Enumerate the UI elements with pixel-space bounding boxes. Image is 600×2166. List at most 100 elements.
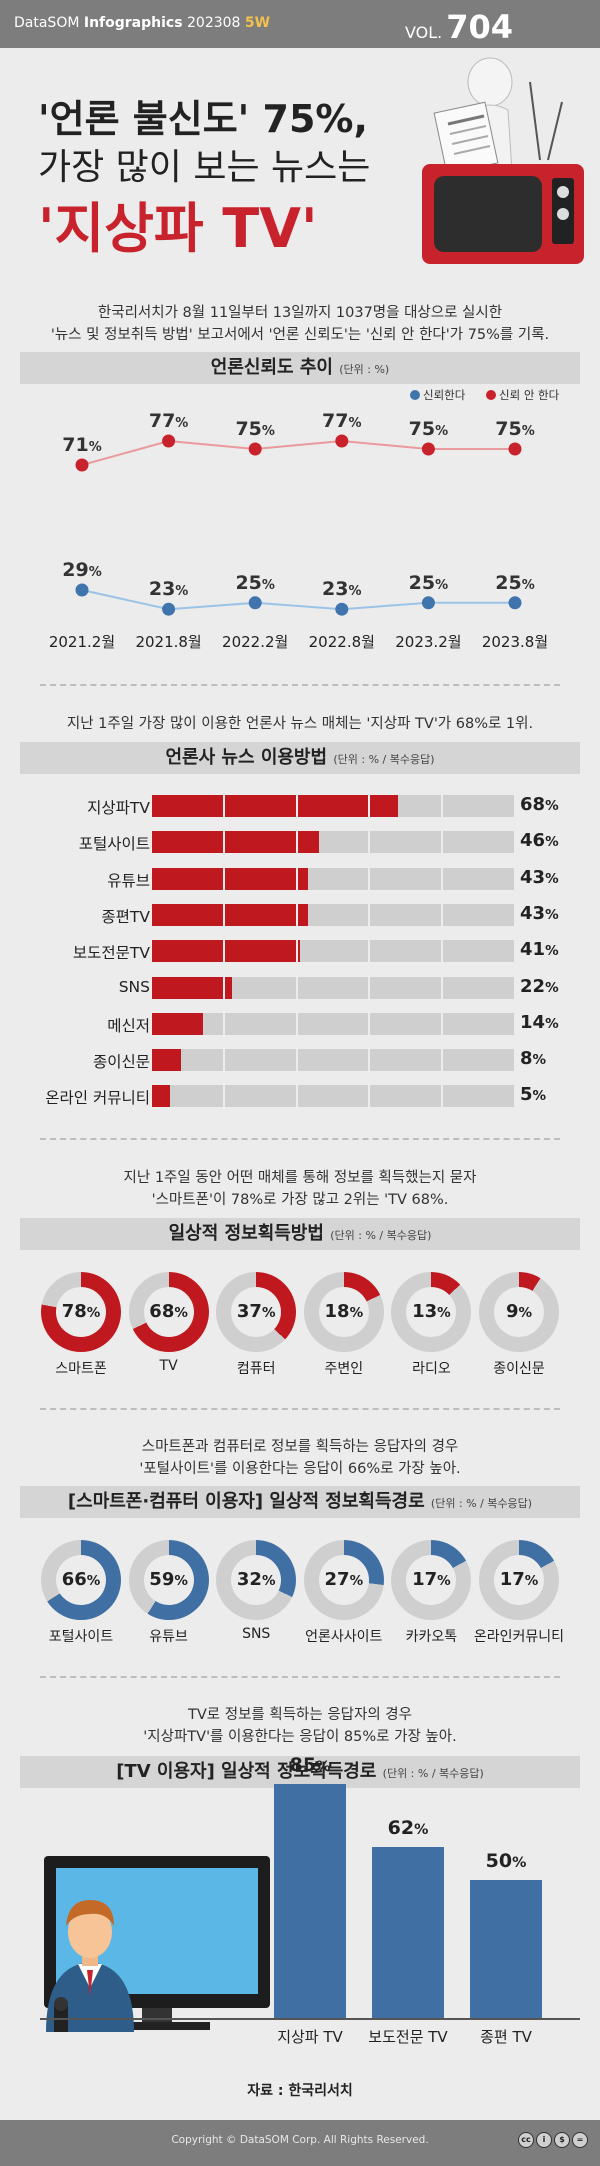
percent-sign: % <box>349 584 362 599</box>
legend-trust: 신뢰한다 <box>410 387 465 403</box>
bar-fill <box>152 795 399 817</box>
data-label: 75% <box>235 418 274 440</box>
nd-icon: = <box>572 2132 588 2148</box>
bar-gridline <box>223 795 226 817</box>
band-unit: (단위 : % / 복수응답) <box>382 1767 484 1780</box>
percent-sign: % <box>512 1855 527 1872</box>
bar-track <box>152 795 514 817</box>
bar-gridline <box>440 976 443 999</box>
source-note: 자료 : 한국리서치 <box>247 2083 353 2099</box>
percent-sign: % <box>522 578 535 593</box>
donut-value-label: 17% <box>406 1555 457 1605</box>
bar-category-label: 지상파 TV <box>277 2028 343 2046</box>
band-title: [스마트폰·컴퓨터 이용자] 일상적 정보획득경로 <box>67 1491 425 1512</box>
bar-value-label: 62% <box>387 1817 429 1840</box>
band-unit: (단위 : % / 복수응답) <box>333 753 435 766</box>
data-label: 75% <box>409 418 448 440</box>
band-title: 언론신뢰도 추이 <box>210 357 333 378</box>
donut-value-label: 9% <box>494 1287 544 1337</box>
band-title: 일상적 정보획득방법 <box>168 1223 324 1244</box>
donut-ring: 17% <box>391 1540 472 1620</box>
bar-track <box>152 1012 514 1035</box>
bar-category-label: 종이신문 <box>92 1053 150 1072</box>
bar-gridline <box>368 831 371 854</box>
bar-gridline <box>295 1085 298 1108</box>
title-line-2: 가장 많이 보는 뉴스는 <box>38 147 371 188</box>
donut-ring: 18% <box>303 1272 384 1352</box>
donut-value-label: 13% <box>406 1287 457 1337</box>
intro-line: '지상파TV'를 이용한다는 응답이 85%로 가장 높아. <box>143 1729 457 1745</box>
bar-category-label: 메신저 <box>107 1016 150 1035</box>
percent-sign: % <box>532 1052 547 1069</box>
bar-gridline <box>368 976 371 999</box>
x-tick-label: 2021.8월 <box>135 633 201 651</box>
bar-gridline <box>440 795 443 817</box>
percent-sign: % <box>262 424 275 439</box>
bar-gridline <box>295 940 298 963</box>
intro-line: 한국리서치가 8월 11일부터 13일까지 1037명을 대상으로 실시한 <box>97 305 503 321</box>
donut-category-label: 포털사이트 <box>48 1629 114 1645</box>
vertical-bar <box>274 1784 346 2018</box>
percent-sign: % <box>89 440 102 455</box>
band-unit: (단위 : % / 복수응답) <box>430 1497 533 1510</box>
section1-band: 언론신뢰도 추이 (단위 : %) <box>20 352 580 384</box>
bar-gridline <box>223 940 226 963</box>
band-unit: (단위 : %) <box>339 363 390 376</box>
donut-category-label: 언론사사이트 <box>305 1629 383 1645</box>
volume-label: VOL. <box>405 23 443 42</box>
data-point <box>508 442 522 456</box>
data-point <box>248 442 262 456</box>
percent-sign: % <box>545 943 559 960</box>
bar-gridline <box>295 867 298 890</box>
cc-icon: cc <box>518 2132 534 2148</box>
bar-gridline <box>295 976 298 999</box>
bar-gridline <box>295 903 298 926</box>
percent-sign: % <box>545 834 559 851</box>
bar-value-label: 5% <box>520 1084 547 1106</box>
section-divider <box>40 1676 560 1678</box>
percent-sign: % <box>261 1305 276 1321</box>
bar-gridline <box>440 1049 443 1072</box>
bar-gridline <box>223 976 226 999</box>
by-icon: i <box>536 2132 552 2148</box>
bar-gridline <box>223 903 226 926</box>
bar-category-label: 종편 TV <box>480 2028 532 2046</box>
intro-line: 지난 1주일 동안 어떤 매체를 통해 정보를 획득했는지 묻자 <box>123 1170 477 1186</box>
data-point <box>75 583 89 597</box>
donut-ring: 32% <box>216 1540 297 1620</box>
intro-line: '포털사이트'를 이용한다는 응답이 66%로 가장 높아. <box>139 1461 461 1477</box>
percent-sign: % <box>174 1573 188 1589</box>
bar-value-label: 85% <box>289 1754 331 1776</box>
bar-value-label: 43% <box>520 902 559 924</box>
donut-ring: 17% <box>479 1540 559 1620</box>
bar-category-label: 온라인 커뮤니티 <box>45 1089 150 1108</box>
section4-band: [스마트폰·컴퓨터 이용자] 일상적 정보획득경로 (단위 : % / 복수응답… <box>20 1486 580 1518</box>
bar-fill <box>152 903 308 926</box>
bar-gridline <box>368 1049 371 1072</box>
bar-value-label: 68% <box>520 794 559 815</box>
donut-ring: 37% <box>216 1272 297 1352</box>
bar-track <box>152 976 514 999</box>
vertical-bar <box>470 1880 542 2018</box>
percent-sign: % <box>89 565 102 580</box>
copyright: Copyright © DataSOM Corp. All Rights Res… <box>171 2134 429 2146</box>
baseline <box>40 2018 580 2020</box>
donut-ring: 27% <box>303 1540 384 1620</box>
news-anchor-on-tv-icon <box>44 1856 270 2032</box>
bar-gridline <box>368 903 371 926</box>
donut-category-label: 종이신문 <box>493 1361 545 1377</box>
band-unit: (단위 : % / 복수응답) <box>330 1229 432 1242</box>
donut-ring: 59% <box>128 1540 209 1620</box>
bar-gridline <box>440 1012 443 1035</box>
donut-category-label: 스마트폰 <box>55 1361 107 1377</box>
donut-category-label: 주변인 <box>324 1361 364 1377</box>
percent-sign: % <box>435 424 448 439</box>
section2-intro: 지난 1주일 가장 많이 이용한 언론사 뉴스 매체는 '지상파 TV'가 68… <box>0 713 600 735</box>
brand: DataSOM Infographics 202308 5W <box>14 15 270 31</box>
bar-category-label: 포털사이트 <box>78 835 150 854</box>
donut-value-label: 18% <box>318 1287 369 1337</box>
bar-gridline <box>368 940 371 963</box>
bar-gridline <box>295 1049 298 1072</box>
section4-intro: 스마트폰과 컴퓨터로 정보를 획득하는 응답자의 경우 '포털사이트'를 이용한… <box>0 1436 600 1480</box>
bar-gridline <box>368 1085 371 1108</box>
